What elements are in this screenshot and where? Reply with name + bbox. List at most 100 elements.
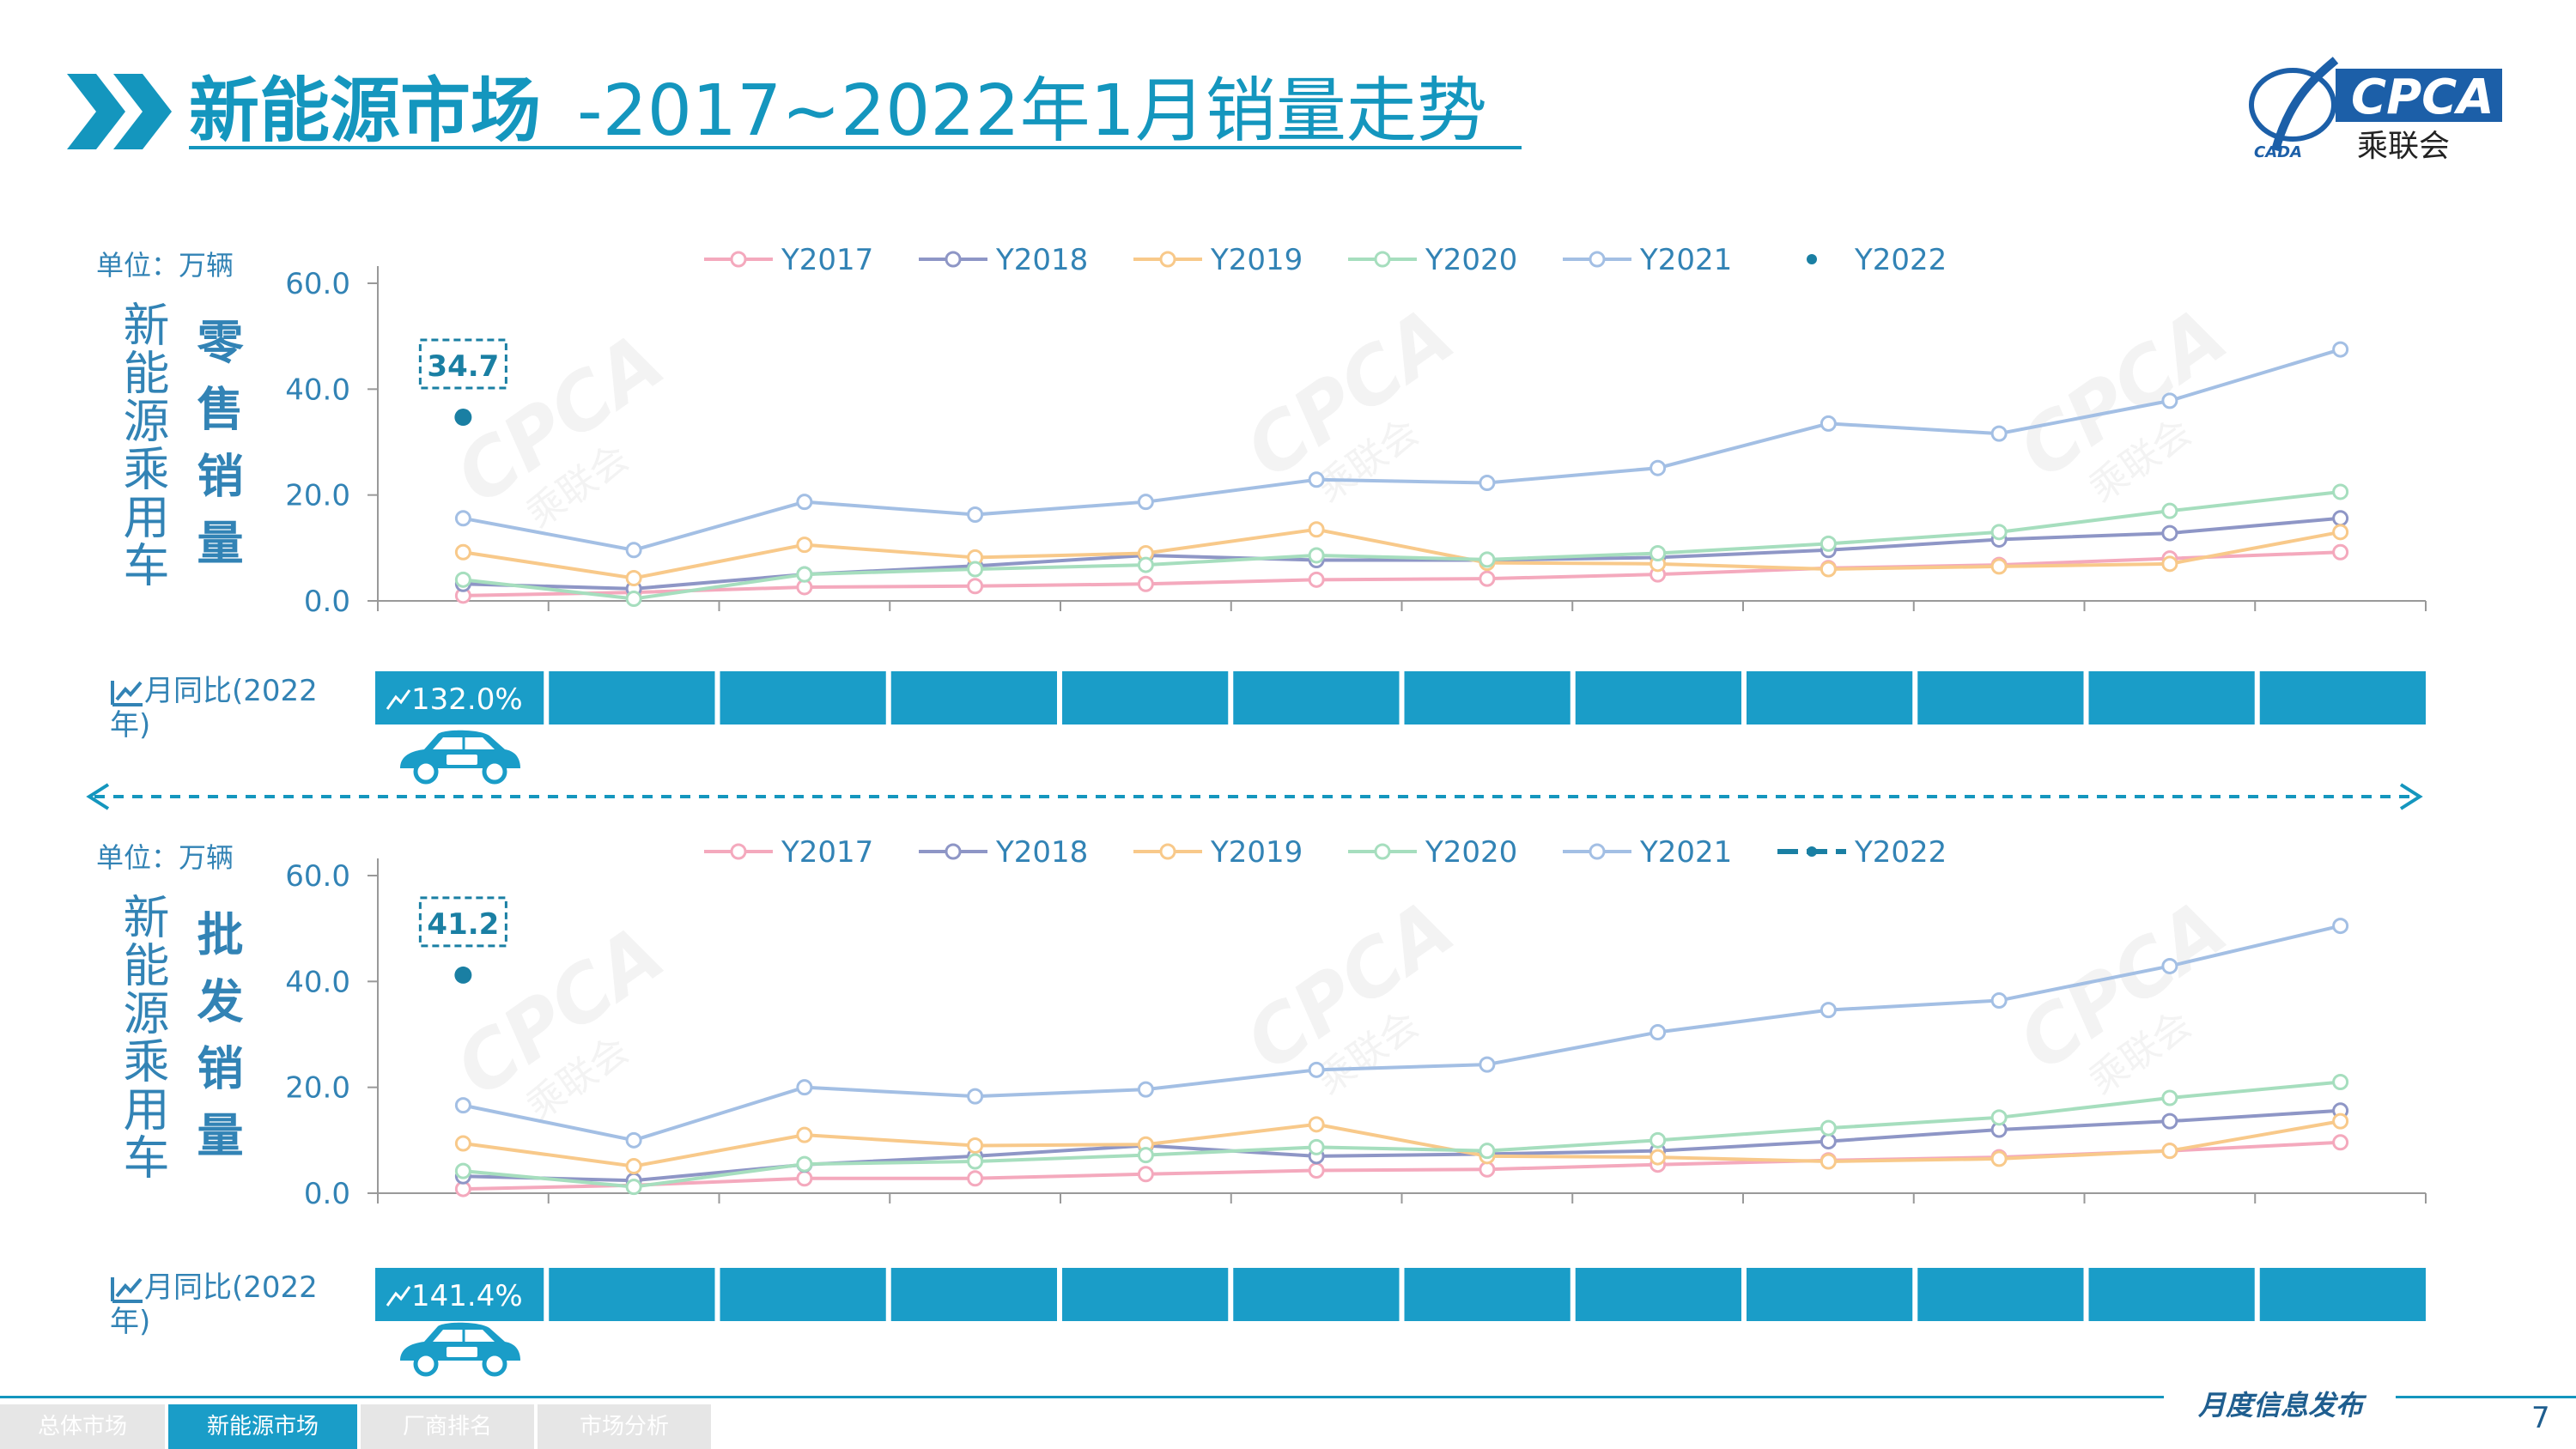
data-label-y2022: 34.7 — [427, 349, 499, 384]
y-tick-label: 60.0 — [285, 267, 350, 301]
legend-item-y2020: Y2020 — [1348, 243, 1517, 277]
data-point-y2019 — [1308, 521, 1325, 538]
data-point-y2019 — [796, 537, 813, 554]
yoy-value: 132.0% — [411, 682, 523, 717]
yoy-cell — [2259, 1268, 2426, 1321]
data-point-y2019 — [1820, 561, 1837, 578]
data-point-y2019 — [2332, 1113, 2349, 1130]
retail-side-label-2: 零售销量 — [185, 318, 246, 597]
x-tick-label: 4月 — [951, 624, 999, 627]
footer-tab-0[interactable]: 总体市场 — [0, 1404, 165, 1449]
data-point-y2017 — [796, 1170, 813, 1187]
data-point-y2019 — [2332, 524, 2349, 541]
yoy-cell — [549, 1268, 715, 1321]
yoy-cell — [549, 671, 715, 724]
data-point-y2019 — [1990, 558, 2008, 575]
yoy-cell — [1917, 1268, 2084, 1321]
yoy-cell — [720, 671, 886, 724]
car-icon — [393, 725, 522, 789]
data-point-y2020 — [454, 1162, 471, 1179]
data-point-y2021 — [1990, 992, 2008, 1009]
data-point-y2019 — [454, 1135, 471, 1152]
y-tick-label: 20.0 — [285, 479, 350, 513]
data-point-y2017 — [1308, 1161, 1325, 1179]
data-point-y2021 — [454, 510, 471, 527]
y-tick-label: 20.0 — [285, 1071, 350, 1106]
page-title-rest: -2017~2022年1月销量走势 — [577, 70, 1487, 152]
data-point-y2019 — [1820, 1153, 1837, 1170]
data-point-y2020 — [967, 561, 984, 578]
data-point-y2020 — [625, 591, 642, 608]
y-tick-label: 40.0 — [285, 965, 350, 999]
yoy-cell — [1233, 1268, 1400, 1321]
wholesale-yoy-row: 月同比(2022年) — [110, 1270, 2428, 1348]
header: 新能源市场 -2017~2022年1月销量走势 CPCA 乘联会 CADA — [67, 57, 2502, 164]
data-point-y2019 — [2161, 1143, 2178, 1160]
data-point-y2021 — [967, 506, 984, 523]
x-tick-label: 1月 — [440, 1216, 488, 1219]
yoy-cell — [1917, 671, 2084, 724]
data-point-y2021 — [1649, 1024, 1667, 1041]
data-point-y2020 — [1479, 1143, 1496, 1160]
yoy-cell — [720, 1268, 886, 1321]
footer-line — [0, 1396, 2164, 1398]
chevron-double-icon — [67, 74, 172, 149]
x-tick-label: 4月 — [951, 1216, 999, 1219]
data-point-y2019 — [454, 543, 471, 561]
footer-tab-3[interactable]: 市场分析 — [538, 1404, 711, 1449]
data-point-y2017 — [1479, 570, 1496, 587]
legend-label: Y2018 — [995, 243, 1088, 277]
legend-label: Y2022 — [1854, 835, 1947, 870]
series-line-y2019 — [463, 1119, 2341, 1168]
data-point-y2020 — [1820, 535, 1837, 552]
series-line-y2017 — [463, 550, 2341, 597]
x-tick-label: 3月 — [781, 1216, 829, 1219]
yoy-cell — [1404, 671, 1571, 724]
side-label-vehicle: 新能源乘用车 — [115, 300, 169, 589]
yoy-cell — [1062, 671, 1229, 724]
yoy-cell — [2088, 671, 2255, 724]
trend-chart-icon — [110, 1274, 144, 1305]
x-tick-label: 9月 — [1805, 1216, 1853, 1219]
side-label-metric: 批发销量 — [189, 910, 243, 1178]
x-tick-label: 9月 — [1805, 624, 1853, 627]
x-tick-label: 7月 — [1463, 624, 1511, 627]
yoy-cell — [890, 671, 1057, 724]
trend-up-icon — [386, 689, 411, 710]
unit-label: 单位：万辆 — [96, 841, 234, 874]
legend-item-y2021: Y2021 — [1563, 243, 1732, 277]
section-divider-arrow — [86, 783, 2423, 810]
data-point-y2020 — [1479, 551, 1496, 568]
legend-label: Y2017 — [781, 243, 873, 277]
series-line-y2019 — [463, 527, 2341, 580]
data-point-y2019 — [1649, 1149, 1667, 1166]
data-point-y2021 — [2332, 341, 2349, 358]
legend-label: Y2021 — [1639, 243, 1732, 277]
footer-tab-1[interactable]: 新能源市场 — [168, 1404, 357, 1449]
data-point-y2021 — [454, 1097, 471, 1114]
data-point-y2021 — [967, 1088, 984, 1105]
data-point-y2020 — [967, 1153, 984, 1170]
data-point-y2020 — [1308, 547, 1325, 564]
data-point-y2021 — [1137, 1081, 1154, 1098]
y-tick-label: 0.0 — [304, 1177, 350, 1211]
yoy-cell — [1747, 671, 1913, 724]
x-tick-label: 8月 — [1634, 624, 1682, 627]
data-point-y2018 — [2332, 510, 2349, 527]
data-point-y2019 — [1990, 1150, 2008, 1167]
data-point-y2020 — [1990, 524, 2008, 541]
data-point-y2018 — [2161, 1113, 2178, 1130]
data-point-y2020 — [2161, 1089, 2178, 1106]
x-tick-label: 12月 — [2307, 624, 2373, 627]
data-point-y2019 — [2161, 555, 2178, 573]
x-tick-label: 10月 — [1965, 624, 2032, 627]
x-tick-label: 3月 — [781, 624, 829, 627]
data-point-y2021 — [2332, 918, 2349, 935]
data-point-y2020 — [796, 1155, 813, 1173]
footer-tab-2[interactable]: 厂商排名 — [361, 1404, 534, 1449]
legend-item-y2019: Y2019 — [1133, 835, 1303, 870]
